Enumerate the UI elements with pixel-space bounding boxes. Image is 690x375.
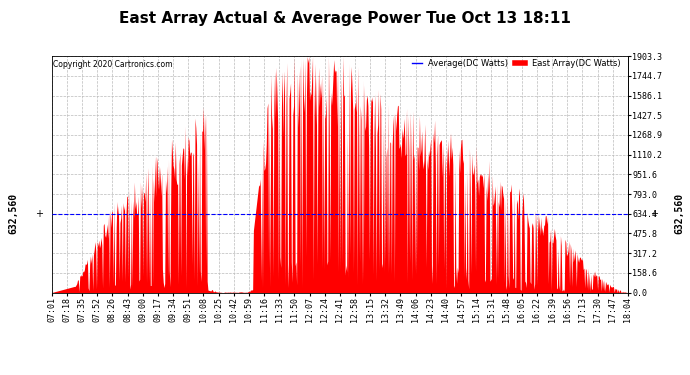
Text: East Array Actual & Average Power Tue Oct 13 18:11: East Array Actual & Average Power Tue Oc…	[119, 11, 571, 26]
Text: Copyright 2020 Cartronics.com: Copyright 2020 Cartronics.com	[53, 60, 172, 69]
Text: +: +	[650, 209, 658, 219]
Text: +: +	[35, 209, 43, 219]
Text: 632,560: 632,560	[675, 193, 684, 234]
Legend: Average(DC Watts), East Array(DC Watts): Average(DC Watts), East Array(DC Watts)	[408, 56, 624, 71]
Text: 632,560: 632,560	[9, 193, 19, 234]
